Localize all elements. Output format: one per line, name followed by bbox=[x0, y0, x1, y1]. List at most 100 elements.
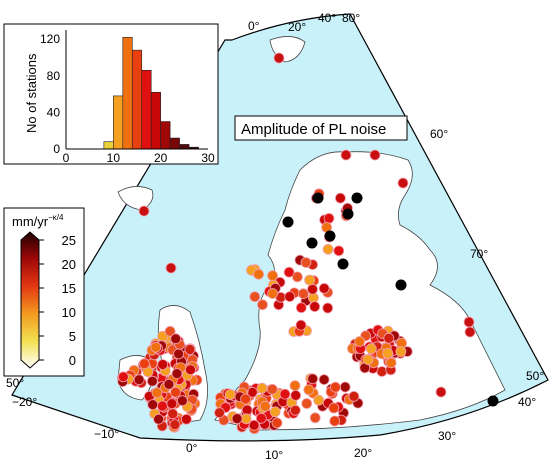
station-marker bbox=[138, 205, 150, 217]
histogram-bar bbox=[113, 95, 124, 150]
map-title: Amplitude of PL noise bbox=[241, 121, 386, 138]
station-marker bbox=[163, 378, 175, 390]
iceland-landmass bbox=[117, 186, 154, 211]
station-marker bbox=[224, 389, 236, 400]
station-marker bbox=[369, 149, 381, 161]
colorbar-unit-exp: −κ/4 bbox=[48, 213, 64, 222]
station-marker bbox=[284, 291, 296, 303]
station-marker bbox=[329, 415, 341, 427]
station-marker bbox=[435, 386, 447, 398]
station-marker bbox=[329, 381, 341, 393]
station-marker bbox=[173, 348, 185, 360]
station-marker bbox=[313, 394, 325, 406]
station-marker bbox=[240, 413, 252, 425]
station-marker bbox=[267, 288, 279, 299]
station-marker bbox=[383, 332, 395, 344]
lon-label-30: 30° bbox=[438, 429, 456, 443]
station-marker bbox=[170, 333, 182, 345]
map-title-box: Amplitude of PL noise bbox=[234, 115, 408, 141]
histogram-xtick-label: 0 bbox=[63, 151, 70, 165]
station-marker bbox=[376, 366, 388, 377]
station-marker bbox=[463, 316, 475, 328]
station-marker bbox=[180, 413, 192, 425]
station-markers bbox=[116, 52, 499, 435]
histogram-ytick-label: 80 bbox=[47, 69, 61, 83]
station-marker bbox=[328, 402, 340, 414]
histogram-bar bbox=[150, 91, 161, 150]
histogram-xtick-label: 30 bbox=[201, 151, 215, 165]
station-marker bbox=[176, 395, 188, 407]
colorbar-tick-label: 25 bbox=[62, 233, 76, 248]
station-marker bbox=[289, 380, 301, 392]
station-marker bbox=[267, 270, 279, 282]
station-marker-black bbox=[487, 395, 499, 407]
histogram-inset: No of stations 120 80 40 0 0 10 20 30 bbox=[3, 23, 219, 165]
lat-label-70: 60° bbox=[430, 127, 448, 141]
histogram-bar bbox=[179, 144, 190, 150]
histogram-bar bbox=[103, 141, 114, 150]
station-marker bbox=[166, 398, 178, 410]
colorbar-frame bbox=[3, 207, 85, 377]
station-marker bbox=[323, 212, 335, 224]
histogram-bar bbox=[160, 121, 171, 150]
station-marker bbox=[339, 381, 351, 393]
histogram-ytick-label: 120 bbox=[40, 32, 60, 46]
station-marker bbox=[297, 288, 309, 300]
station-marker bbox=[307, 283, 318, 295]
station-marker bbox=[231, 413, 243, 425]
station-marker bbox=[397, 177, 409, 189]
lon-label-10: 10° bbox=[265, 448, 283, 462]
station-marker bbox=[322, 243, 334, 255]
station-marker bbox=[290, 389, 302, 401]
station-marker bbox=[171, 368, 183, 380]
station-marker-black bbox=[351, 192, 363, 204]
station-marker bbox=[295, 319, 307, 331]
histogram-yticks: 120 80 40 0 bbox=[40, 32, 60, 156]
lon-label-40: 40° bbox=[518, 395, 536, 409]
lon-label-top-0: 0° bbox=[248, 19, 260, 33]
colorbar-ticks: 25 20 15 10 5 0 bbox=[39, 233, 76, 368]
station-marker bbox=[289, 404, 301, 416]
station-marker bbox=[309, 412, 321, 424]
station-marker bbox=[259, 400, 271, 412]
colorbar-tick-label: 20 bbox=[62, 257, 76, 272]
colorbar-tick-label: 5 bbox=[69, 329, 76, 344]
station-marker-black bbox=[306, 237, 318, 249]
station-marker bbox=[279, 388, 291, 400]
histogram-ylabel: No of stations bbox=[24, 53, 39, 133]
station-marker bbox=[184, 344, 196, 355]
station-marker bbox=[295, 302, 307, 314]
histogram-xtick-label: 20 bbox=[154, 151, 168, 165]
station-marker bbox=[273, 52, 285, 64]
station-marker bbox=[334, 192, 346, 204]
station-marker bbox=[240, 393, 252, 405]
histogram-bar bbox=[141, 69, 152, 150]
station-marker bbox=[133, 374, 145, 386]
station-marker bbox=[303, 384, 315, 396]
station-marker bbox=[301, 398, 313, 409]
station-marker bbox=[318, 374, 330, 386]
station-marker bbox=[382, 347, 394, 359]
station-marker bbox=[304, 274, 316, 286]
station-marker bbox=[283, 266, 295, 278]
colorbar-tick-label: 0 bbox=[69, 353, 76, 368]
station-marker bbox=[214, 407, 225, 419]
station-marker bbox=[157, 359, 169, 370]
lat-label-40: 40° bbox=[318, 11, 336, 25]
station-marker bbox=[256, 382, 268, 394]
station-marker bbox=[395, 346, 407, 357]
station-marker-black bbox=[312, 192, 324, 204]
station-marker bbox=[138, 358, 150, 370]
lon-label-0: 0° bbox=[186, 441, 198, 455]
station-marker bbox=[266, 383, 278, 395]
station-marker bbox=[165, 262, 177, 274]
station-marker bbox=[164, 325, 176, 337]
lon-label-top-20: 20° bbox=[288, 20, 306, 34]
histogram-bars bbox=[103, 37, 199, 150]
station-marker bbox=[146, 375, 158, 387]
histogram-bar bbox=[169, 137, 180, 150]
histogram-xtick-label: 10 bbox=[107, 151, 121, 165]
histogram-bar bbox=[122, 37, 133, 150]
station-marker bbox=[269, 406, 281, 418]
